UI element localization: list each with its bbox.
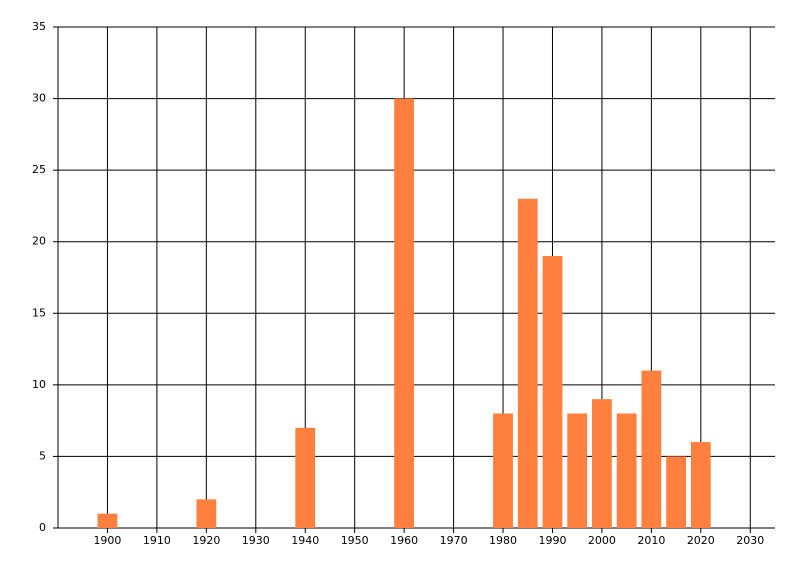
bar bbox=[493, 413, 513, 528]
bar bbox=[196, 499, 217, 528]
x-tick-label: 1920 bbox=[192, 534, 220, 547]
y-tick-label: 30 bbox=[32, 92, 46, 105]
y-tick-label: 25 bbox=[32, 163, 46, 176]
bar bbox=[567, 413, 588, 528]
bar bbox=[641, 370, 662, 528]
x-tick-label: 2020 bbox=[687, 534, 715, 547]
x-tick-label: 1950 bbox=[341, 534, 369, 547]
x-tick-label: 2030 bbox=[736, 534, 764, 547]
x-tick-label: 1980 bbox=[489, 534, 517, 547]
y-tick-label: 35 bbox=[32, 20, 46, 33]
bar bbox=[690, 442, 711, 528]
y-tick-label: 20 bbox=[32, 235, 46, 248]
bar bbox=[666, 456, 686, 528]
y-tick-label: 5 bbox=[39, 449, 46, 462]
bar bbox=[592, 399, 612, 528]
bar bbox=[616, 413, 637, 528]
x-tick-label: 1970 bbox=[440, 534, 468, 547]
y-tick-label: 0 bbox=[39, 521, 46, 534]
bar bbox=[97, 513, 118, 528]
x-tick-label: 1930 bbox=[242, 534, 270, 547]
y-tick-label: 10 bbox=[32, 378, 46, 391]
x-tick-label: 2000 bbox=[588, 534, 616, 547]
bar bbox=[295, 427, 316, 528]
x-tick-label: 1960 bbox=[390, 534, 418, 547]
bar bbox=[542, 256, 563, 528]
x-tick-label: 1900 bbox=[93, 534, 121, 547]
y-tick-label: 15 bbox=[32, 306, 46, 319]
bar bbox=[517, 198, 538, 528]
x-tick-label: 2010 bbox=[637, 534, 665, 547]
x-tick-label: 1910 bbox=[143, 534, 171, 547]
bar bbox=[394, 98, 415, 529]
x-tick-label: 1990 bbox=[538, 534, 566, 547]
x-tick-label: 1940 bbox=[291, 534, 319, 547]
